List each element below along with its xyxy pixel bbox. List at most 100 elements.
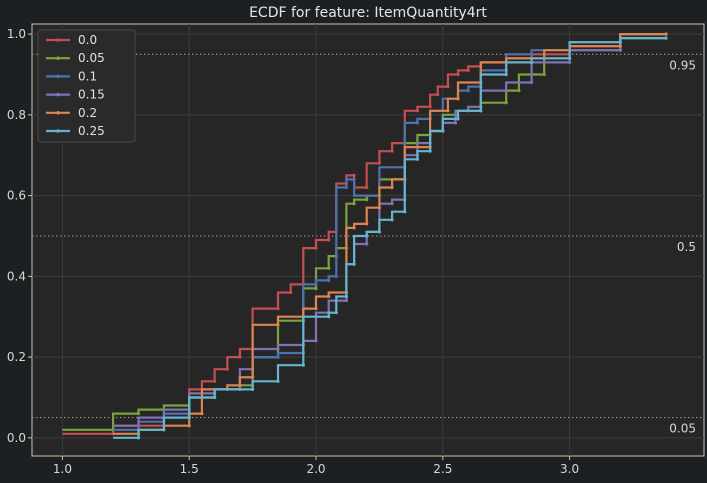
series-point	[276, 323, 280, 327]
series-point	[314, 307, 318, 311]
series-point	[365, 222, 369, 226]
y-tick-label: 0.2	[7, 350, 26, 364]
y-tick-label: 0.8	[7, 108, 26, 122]
series-point	[334, 274, 338, 278]
series-point	[187, 416, 191, 420]
x-tick-label: 2.0	[306, 462, 325, 476]
series-point	[428, 149, 432, 153]
series-point	[352, 173, 356, 178]
series-point	[365, 198, 369, 202]
series-point	[618, 40, 622, 44]
series-point	[238, 383, 242, 387]
legend-marker	[56, 129, 60, 133]
series-point	[352, 177, 356, 182]
legend-label: 0.2	[78, 106, 97, 120]
series-point	[276, 379, 280, 383]
series-point	[136, 412, 141, 416]
series-point	[456, 72, 460, 77]
legend-label: 0.0	[78, 33, 97, 47]
series-point	[428, 105, 432, 109]
series-point	[327, 238, 331, 242]
series-point	[314, 286, 318, 291]
series-point	[446, 84, 450, 89]
grid-lines	[32, 24, 704, 456]
series-point	[441, 129, 445, 133]
series-point	[251, 387, 255, 391]
y-axis-ticks: 0.0 0.2 0.4 0.6 0.8 1.0	[7, 27, 32, 445]
x-tick-label: 1.0	[53, 462, 72, 476]
series-point	[136, 424, 141, 428]
series-point	[334, 311, 338, 315]
series-point	[568, 56, 572, 60]
series-point	[162, 428, 166, 432]
series-point	[618, 48, 622, 52]
series-point	[344, 298, 349, 303]
y-tick-label: 0.0	[7, 431, 26, 445]
series-point	[377, 161, 382, 165]
plot-area	[31, 23, 705, 457]
series-point	[453, 121, 458, 125]
series-point	[301, 363, 305, 367]
series-point	[664, 32, 668, 36]
reference-line-label: 0.05	[669, 422, 696, 436]
series-point	[403, 210, 407, 214]
series-point	[365, 242, 369, 246]
y-tick-label: 0.6	[7, 189, 26, 203]
series-point	[377, 206, 382, 210]
reference-line-label: 0.95	[669, 58, 696, 72]
legend-marker	[56, 74, 60, 79]
x-tick-label: 2.5	[433, 462, 452, 476]
series-point	[446, 109, 450, 113]
y-tick-label: 0.4	[7, 269, 26, 283]
series-point	[136, 436, 141, 440]
x-axis-ticks: 1.0 1.5 2.0 2.5 3.0	[53, 456, 579, 476]
series-point	[479, 109, 483, 113]
x-tick-label: 3.0	[560, 462, 579, 476]
series-point	[352, 202, 356, 206]
series-point	[344, 185, 349, 190]
series-point	[212, 395, 217, 400]
series-line	[113, 37, 666, 439]
series-point	[466, 68, 470, 73]
series-point	[504, 89, 508, 93]
series-point	[504, 72, 508, 77]
legend-marker	[56, 56, 60, 60]
series-point	[415, 109, 420, 113]
legend-label: 0.25	[78, 124, 105, 138]
series-point	[238, 355, 242, 359]
y-tick-label: 1.0	[7, 27, 26, 41]
series-point	[390, 185, 394, 190]
series-point	[200, 412, 204, 416]
series-point	[517, 89, 521, 93]
series-point	[504, 101, 508, 105]
series-point	[327, 266, 331, 270]
series-point	[456, 117, 460, 121]
series-point	[352, 262, 356, 266]
legend-label: 0.15	[78, 88, 105, 102]
series-point	[390, 202, 394, 206]
series-point	[529, 52, 534, 56]
series-point	[276, 347, 280, 351]
series-point	[314, 282, 318, 287]
series-point	[251, 375, 255, 379]
series-point	[466, 89, 470, 93]
series-point	[618, 44, 622, 48]
series-point	[415, 121, 420, 125]
series-point	[377, 230, 382, 234]
series-point	[456, 97, 460, 101]
series-point	[187, 424, 191, 428]
series-point	[529, 80, 534, 85]
legend: 0.0 0.05 0.1 0.15 0.2 0.25	[37, 29, 136, 143]
series-point	[664, 36, 668, 40]
series-point	[365, 234, 369, 238]
series-point	[314, 339, 318, 343]
legend-marker	[56, 38, 60, 42]
series-point	[568, 60, 572, 64]
series-point	[314, 246, 318, 250]
series-point	[212, 379, 217, 383]
series-point	[327, 278, 331, 282]
series-point	[390, 218, 394, 222]
series-point	[529, 60, 534, 64]
series-point	[390, 149, 394, 153]
reference-line-label: 0.5	[677, 240, 696, 254]
